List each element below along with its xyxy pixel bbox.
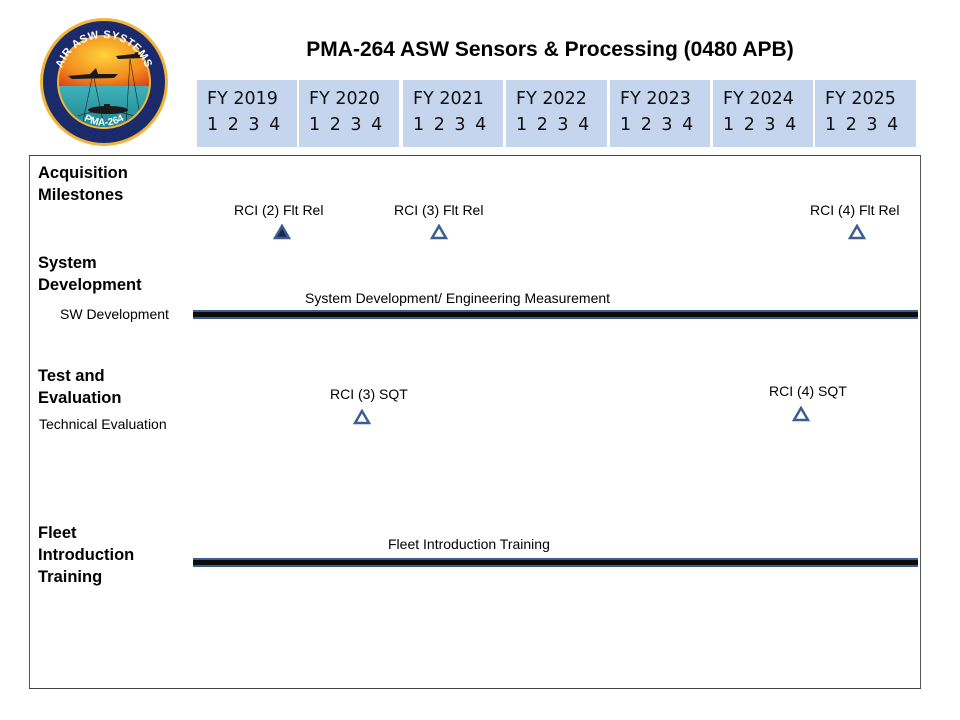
heading-line: Development [38,276,142,294]
test-evaluation-heading: Test and Evaluation [38,365,121,409]
fy-label: FY 2020 [309,89,380,109]
fy-column: FY 2019 1 2 3 4 [197,80,297,147]
heading-line: Milestones [38,186,124,204]
fy-quarters: 1 2 3 4 [413,115,487,135]
technical-evaluation-label: Technical Evaluation [39,416,167,432]
acquisition-milestones-heading: Acquisition Milestones [38,162,128,206]
planned-test-icon [792,406,810,422]
planned-milestone-icon [848,224,866,240]
fy-label: FY 2025 [825,89,896,109]
heading-line: Acquisition [38,164,128,182]
fy-label: FY 2023 [620,89,691,109]
test-event-label: RCI (4) SQT [769,383,847,399]
heading-line: Training [38,568,103,586]
planned-milestone-icon [430,224,448,240]
system-development-bar-label: System Development/ Engineering Measurem… [305,290,611,306]
fy-quarters: 1 2 3 4 [516,115,590,135]
heading-line: System [38,254,97,272]
fy-column: FY 2025 1 2 3 4 [815,80,916,147]
heading-line: Fleet [38,524,77,542]
fleet-training-bar [193,558,918,567]
sw-development-label: SW Development [60,306,169,322]
heading-line: Test and [38,367,105,385]
heading-line: Evaluation [38,389,122,407]
logo-bottom-text: PMA-264 [82,113,126,129]
milestone-label: RCI (4) Flt Rel [810,202,900,218]
fy-column: FY 2020 1 2 3 4 [299,80,399,147]
fy-quarters: 1 2 3 4 [825,115,899,135]
fleet-training-heading: Fleet Introduction Training [38,522,134,588]
planned-test-icon [353,409,371,425]
fy-quarters: 1 2 3 4 [309,115,383,135]
fy-column: FY 2021 1 2 3 4 [403,80,503,147]
fy-column: FY 2023 1 2 3 4 [610,80,710,147]
system-development-bar [193,310,918,319]
schedule-frame [29,155,921,689]
fy-column: FY 2024 1 2 3 4 [713,80,813,147]
fy-label: FY 2022 [516,89,587,109]
fy-quarters: 1 2 3 4 [207,115,281,135]
fy-column: FY 2022 1 2 3 4 [506,80,607,147]
fy-quarters: 1 2 3 4 [620,115,694,135]
air-asw-systems-logo: AIR ASW SYSTEMS PMA-264 [40,18,168,146]
svg-text:PMA-264: PMA-264 [82,113,126,129]
fleet-training-bar-label: Fleet Introduction Training [388,536,550,552]
completed-milestone-icon [273,224,291,240]
page-title: PMA-264 ASW Sensors & Processing (0480 A… [306,38,794,61]
fy-label: FY 2021 [413,89,484,109]
fy-quarters: 1 2 3 4 [723,115,797,135]
test-event-label: RCI (3) SQT [330,386,408,402]
heading-line: Introduction [38,546,135,564]
fy-label: FY 2019 [207,89,278,109]
milestone-label: RCI (2) Flt Rel [234,202,324,218]
milestone-label: RCI (3) Flt Rel [394,202,484,218]
system-development-heading: System Development [38,252,142,296]
fy-label: FY 2024 [723,89,794,109]
